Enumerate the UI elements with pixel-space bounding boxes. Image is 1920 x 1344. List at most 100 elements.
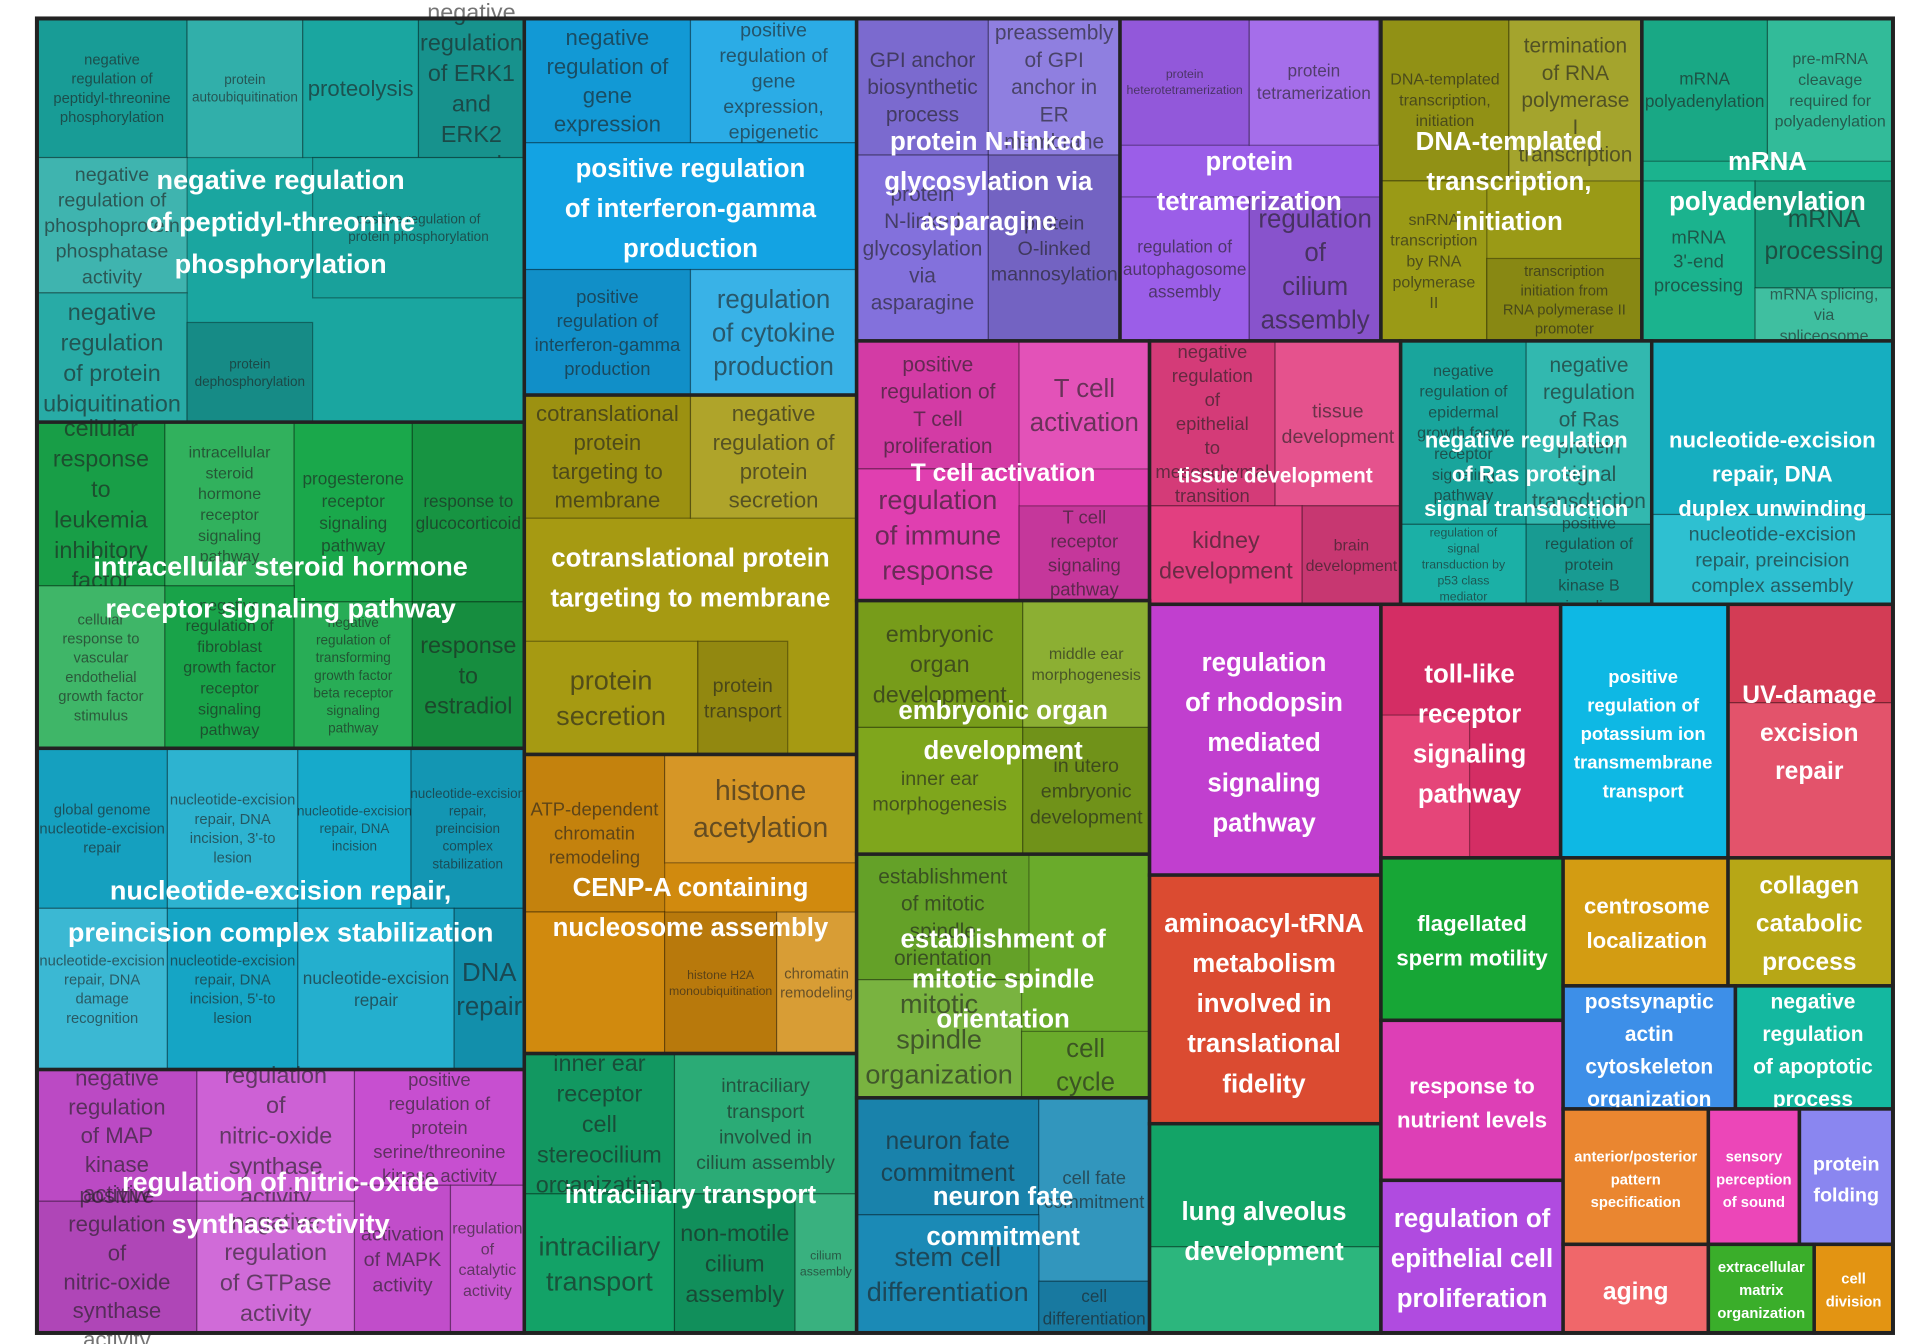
treemap-group-label: intraciliary transport xyxy=(565,1181,817,1209)
treemap-cell-label: GPI anchor biosynthetic process xyxy=(867,49,977,126)
treemap-group: neuron fate commitment cell fate commitment… xyxy=(854,1096,1152,1335)
treemap-group: lung alveolus development xyxy=(1147,1121,1383,1335)
treemap-cell-label: regulation of cilium assembly xyxy=(1258,206,1371,335)
treemap-cell-label: chromatin remodeling xyxy=(780,966,853,1001)
treemap-cell xyxy=(1651,340,1894,516)
treemap-cell xyxy=(36,292,188,423)
treemap-cell xyxy=(1727,702,1894,859)
treemap-cell xyxy=(293,421,413,603)
treemap-cell-label: cell differentiation xyxy=(1043,1286,1146,1328)
treemap-group: protein folding xyxy=(1797,1107,1895,1247)
treemap-group: aminoacyl-tRNA metabolism involved in trans… xyxy=(1147,873,1383,1126)
treemap-cell-label: intraciliary transport involved in cilium a… xyxy=(696,1075,835,1174)
treemap-cell-label: regulation of immune response xyxy=(875,484,1001,585)
treemap-cell-label: preassembly of GPI anchor in ER membrane xyxy=(995,22,1114,154)
treemap-group-label: centrosome localization xyxy=(1584,894,1710,953)
treemap-cell xyxy=(856,979,1023,1099)
treemap-cell-label: nucleotide-excision repair, DNA incision, … xyxy=(170,953,295,1027)
treemap-cell-label: protein secretion xyxy=(556,665,666,731)
treemap-cell-label: T cell activation xyxy=(1030,375,1139,437)
treemap-cell xyxy=(1380,1019,1564,1181)
treemap-cell-label: in utero embryonic development xyxy=(1030,755,1143,828)
treemap-cell xyxy=(1562,985,1737,1110)
treemap-group: sensory perception of sound xyxy=(1706,1107,1802,1247)
treemap-cell-label: DNA-templated transcription, initiation xyxy=(1390,71,1499,130)
treemap-group: negative regulation of epithelial to mesenchy… xyxy=(1147,339,1403,607)
treemap-group: response to nutrient levels xyxy=(1379,1018,1565,1183)
treemap-cell-label: nucleotide-excision repair, preincision com… xyxy=(410,786,525,871)
treemap-cell-label: cilium assembly xyxy=(800,1249,853,1279)
treemap-cell xyxy=(689,394,858,519)
treemap-group-label: neuron fate commitment xyxy=(926,1183,1080,1251)
treemap-group: negative regulation of apoptotic process xyxy=(1733,984,1895,1111)
treemap-group-label: sensory perception of sound xyxy=(1716,1149,1791,1211)
treemap-group: inner ear receptor cell stereocilium organiz… xyxy=(522,1050,859,1335)
treemap-cell xyxy=(1562,1243,1709,1334)
treemap-cell-label: brain development xyxy=(1306,537,1398,575)
treemap-group-label: CENP-A containing nucleosome assembly xyxy=(553,874,829,942)
treemap-group-label: flagellated sperm motility xyxy=(1396,911,1548,970)
treemap-cell xyxy=(36,1068,198,1202)
treemap-cell-label: protein dephosphorylation xyxy=(195,356,305,389)
treemap-cell xyxy=(856,1097,1040,1216)
treemap-cell-label: negative regulation of protein ubiquitinati… xyxy=(43,299,181,416)
treemap-cell-label: cellular response to leukemia inhibitory fact… xyxy=(53,415,149,593)
treemap-cell-label: nucleotide-excision repair, preincision co… xyxy=(1689,524,1856,597)
treemap-cell-label: nucleotide-excision repair, DNA incision, … xyxy=(170,793,295,867)
treemap-cell-label: negative regulation of peptidyl-threonine p… xyxy=(53,52,170,126)
treemap-group-label: tissue development xyxy=(1178,464,1373,487)
treemap-cell xyxy=(297,747,412,909)
treemap-cell-label: nucleotide-excision repair xyxy=(303,968,449,1010)
treemap-cell-label: protein tetramerization xyxy=(1257,61,1371,103)
treemap-cell xyxy=(664,753,858,864)
treemap-cell-label: progesterone receptor signaling pathway xyxy=(302,468,403,555)
treemap-cell xyxy=(410,747,525,909)
treemap-group: extracellular matrix organization xyxy=(1706,1242,1816,1335)
treemap-cell-label: ATP-dependent chromatin remodeling xyxy=(531,799,659,868)
treemap-cell xyxy=(1766,17,1894,162)
treemap-cell xyxy=(1400,340,1527,525)
treemap-group-label: protein folding xyxy=(1813,1154,1880,1207)
treemap-cell xyxy=(1148,505,1303,605)
treemap-cell xyxy=(689,17,858,144)
treemap-cell xyxy=(1400,523,1527,605)
treemap-cell xyxy=(1119,196,1250,342)
treemap-cell xyxy=(523,640,699,756)
treemap-group: toll-like receptor signaling pathway xyxy=(1379,602,1563,860)
treemap-cell-label: intraciliary transport xyxy=(538,1230,660,1296)
treemap-group-label: cell division xyxy=(1826,1272,1882,1311)
treemap-cell-label: negative regulation of epidermal growth fac… xyxy=(1417,363,1510,505)
treemap-cell xyxy=(36,17,188,159)
treemap-cell xyxy=(36,585,166,749)
treemap-cell xyxy=(166,747,299,909)
treemap-cell xyxy=(523,17,692,144)
treemap-cell xyxy=(1380,857,1564,1021)
treemap-cell-label: negative regulation of phosphoprotein phosp… xyxy=(44,164,180,288)
treemap-cell xyxy=(1248,17,1380,146)
treemap-cell xyxy=(312,156,525,299)
treemap-cell-label: stem cell differentiation xyxy=(867,1241,1029,1307)
treemap-group: postsynaptic actin cytoskeleton organizatio… xyxy=(1561,984,1738,1111)
treemap-cell xyxy=(697,640,789,756)
treemap-cell xyxy=(1022,726,1151,855)
treemap-cell xyxy=(523,394,692,519)
treemap-cell xyxy=(1562,1108,1709,1245)
treemap-cell xyxy=(1707,1243,1815,1334)
treemap-cell-label: pre-mRNA cleavage required for polyadenylat… xyxy=(1775,51,1886,130)
treemap-cell-label: mRNA processing xyxy=(1765,206,1884,265)
treemap-group-label: postsynaptic actin cytoskeleton organizatio… xyxy=(1585,991,1714,1111)
treemap-group-label: T cell activation xyxy=(911,460,1096,487)
treemap-cell xyxy=(186,321,314,423)
treemap-cell-label: cell cycle xyxy=(1056,1035,1115,1097)
treemap-cell-label: histone acetylation xyxy=(693,774,828,843)
treemap-cell-label: protein O-linked mannosylation xyxy=(991,212,1118,285)
treemap-group: regulation of epithelial cell proliferatio… xyxy=(1379,1178,1565,1335)
treemap-cell-label: non-motile cilium assembly xyxy=(680,1220,789,1307)
treemap-cell xyxy=(856,154,989,342)
treemap-cell-label: tissue development xyxy=(1282,400,1395,448)
treemap-group-label: extracellular matrix organization xyxy=(1717,1260,1805,1322)
treemap-group: negative regulation of gene expression posit… xyxy=(522,16,859,397)
treemap-cell-label: regulation of catalytic activity xyxy=(452,1221,522,1300)
